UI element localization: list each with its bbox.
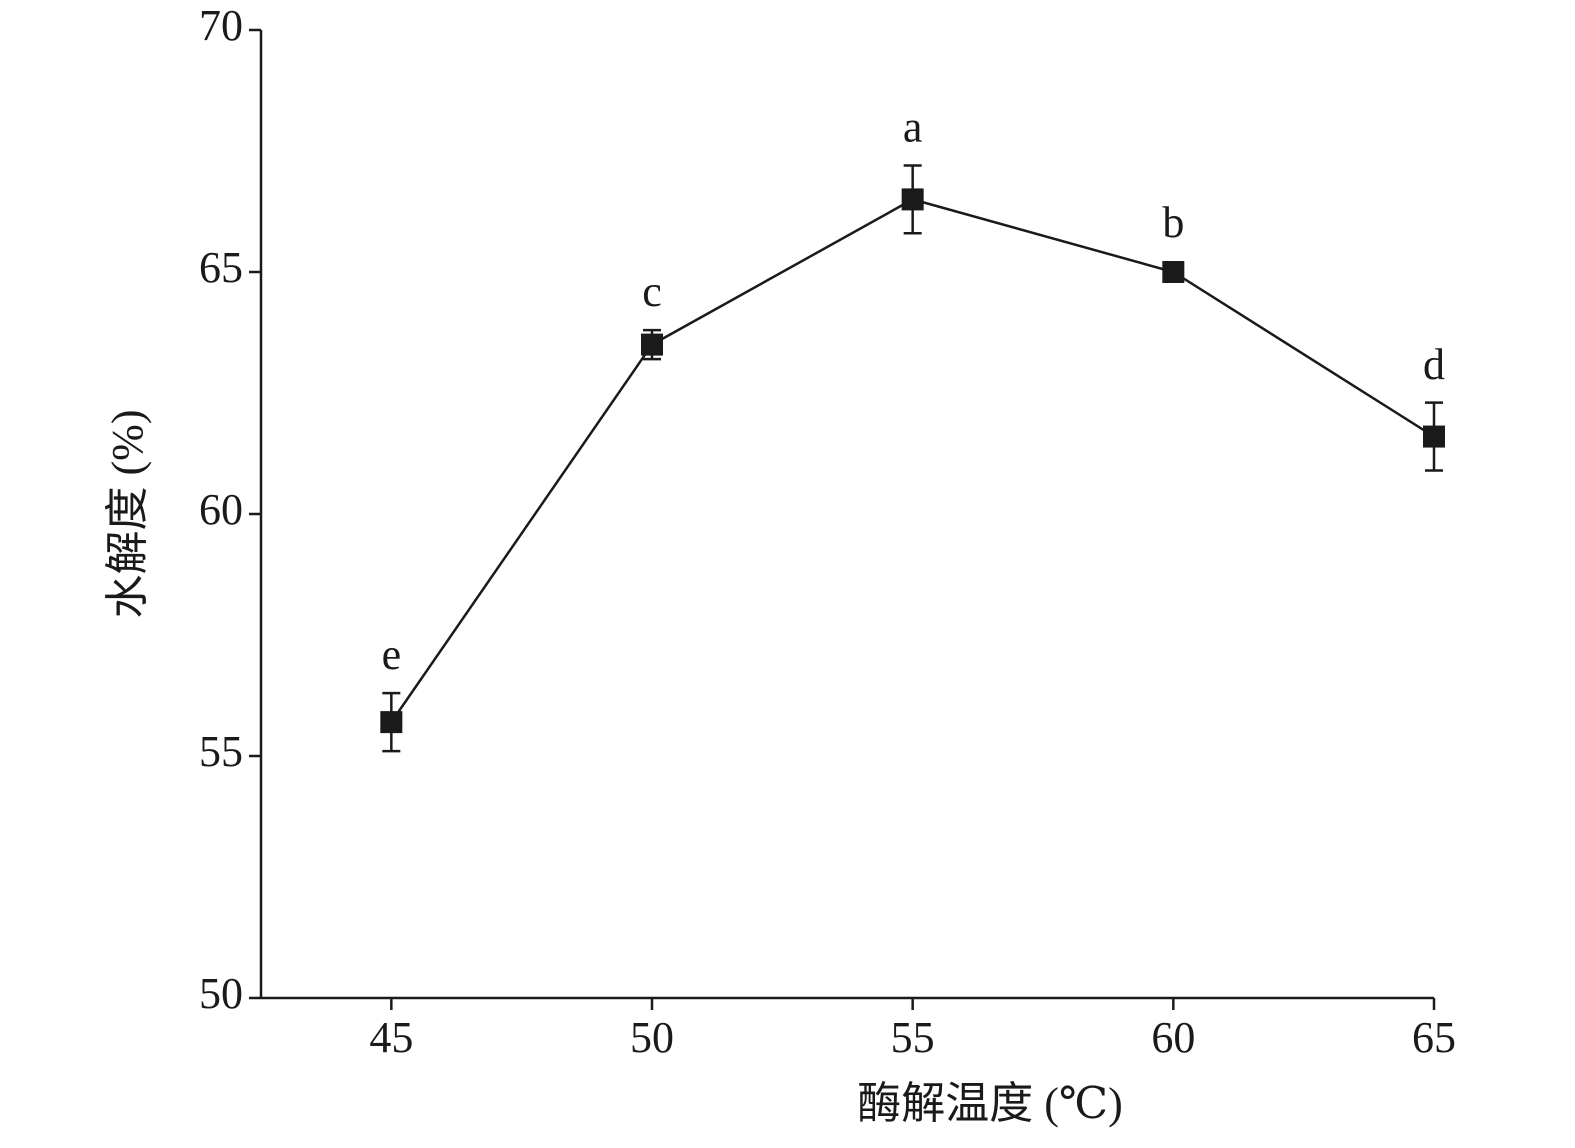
marker xyxy=(901,188,924,211)
point-label: c xyxy=(642,267,662,316)
x-tick-label: 50 xyxy=(630,1013,674,1062)
point-label: a xyxy=(903,103,923,152)
y-tick-label: 55 xyxy=(199,727,243,776)
point-label: b xyxy=(1162,198,1184,247)
marker xyxy=(1162,261,1185,283)
point-label: e xyxy=(382,630,402,679)
y-tick-label: 65 xyxy=(199,243,243,292)
x-tick-label: 60 xyxy=(1151,1013,1195,1062)
x-tick-label: 55 xyxy=(891,1013,935,1062)
point-label: d xyxy=(1423,340,1445,389)
y-tick-label: 50 xyxy=(199,969,243,1018)
line xyxy=(390,198,1435,723)
marker xyxy=(1423,425,1445,448)
x-axis-label: 酶解温度 (℃) xyxy=(857,1079,1123,1128)
y-tick-label: 70 xyxy=(199,1,243,50)
y-tick-label: 60 xyxy=(199,485,243,534)
marker xyxy=(641,333,663,356)
marker xyxy=(380,711,403,734)
x-tick-label: 65 xyxy=(1412,1013,1456,1062)
x-tick-label: 45 xyxy=(369,1013,413,1062)
y-axis-label: 水解度 (%) xyxy=(103,410,152,619)
